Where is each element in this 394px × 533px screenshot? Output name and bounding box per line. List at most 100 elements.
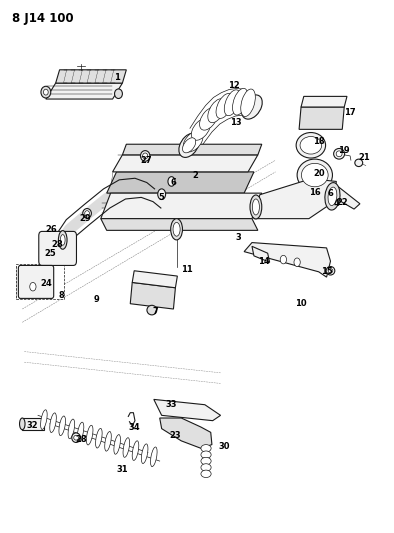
- Ellipse shape: [336, 151, 342, 157]
- Text: 28: 28: [75, 435, 87, 444]
- Text: 14: 14: [258, 257, 269, 265]
- Ellipse shape: [60, 235, 65, 245]
- Text: 6: 6: [327, 189, 333, 198]
- Text: 10: 10: [295, 299, 307, 308]
- Ellipse shape: [41, 410, 47, 430]
- Polygon shape: [123, 144, 262, 155]
- Text: 31: 31: [117, 465, 128, 474]
- Ellipse shape: [58, 231, 67, 249]
- Ellipse shape: [300, 136, 322, 154]
- Ellipse shape: [191, 118, 210, 140]
- Ellipse shape: [123, 438, 130, 457]
- Ellipse shape: [296, 133, 325, 158]
- Text: 2: 2: [192, 171, 198, 180]
- Ellipse shape: [334, 149, 345, 159]
- Ellipse shape: [179, 133, 199, 157]
- Ellipse shape: [250, 195, 262, 219]
- Text: 9: 9: [94, 295, 100, 304]
- Polygon shape: [244, 243, 331, 277]
- Circle shape: [280, 255, 286, 264]
- Ellipse shape: [201, 451, 211, 458]
- Ellipse shape: [114, 434, 121, 454]
- Ellipse shape: [132, 441, 139, 461]
- Ellipse shape: [59, 416, 65, 435]
- Circle shape: [294, 258, 300, 266]
- Ellipse shape: [20, 418, 25, 430]
- Text: W: W: [315, 116, 322, 122]
- Ellipse shape: [85, 211, 89, 216]
- Ellipse shape: [201, 445, 211, 452]
- Text: 1: 1: [113, 73, 119, 82]
- Text: 4: 4: [333, 199, 339, 208]
- Text: 17: 17: [344, 108, 356, 117]
- Ellipse shape: [241, 89, 255, 117]
- Text: 26: 26: [46, 225, 58, 234]
- Text: 13: 13: [230, 118, 242, 127]
- Ellipse shape: [83, 208, 91, 218]
- Text: 3: 3: [235, 233, 241, 242]
- Ellipse shape: [173, 222, 180, 236]
- Ellipse shape: [326, 266, 335, 275]
- Ellipse shape: [77, 422, 84, 442]
- Text: 22: 22: [336, 198, 348, 207]
- Text: 8 J14 100: 8 J14 100: [13, 12, 74, 26]
- Text: 27: 27: [140, 156, 152, 165]
- Polygon shape: [299, 107, 344, 130]
- Text: 18: 18: [313, 137, 325, 146]
- Ellipse shape: [147, 305, 157, 315]
- FancyBboxPatch shape: [39, 231, 76, 265]
- Polygon shape: [254, 179, 336, 219]
- Polygon shape: [101, 219, 258, 230]
- Circle shape: [168, 176, 175, 186]
- Ellipse shape: [297, 159, 333, 191]
- Text: 33: 33: [166, 400, 177, 409]
- Text: 34: 34: [128, 423, 140, 432]
- Text: 24: 24: [40, 279, 52, 288]
- Text: 28: 28: [52, 240, 63, 249]
- Ellipse shape: [216, 93, 233, 118]
- Polygon shape: [252, 246, 269, 262]
- Text: 16: 16: [309, 188, 321, 197]
- Ellipse shape: [41, 86, 51, 98]
- Polygon shape: [22, 418, 44, 430]
- Text: 15: 15: [321, 268, 333, 276]
- Ellipse shape: [50, 413, 56, 432]
- Text: 32: 32: [26, 422, 38, 431]
- Circle shape: [158, 189, 165, 199]
- FancyBboxPatch shape: [16, 264, 64, 300]
- Ellipse shape: [43, 89, 48, 95]
- Ellipse shape: [200, 107, 218, 130]
- Text: 21: 21: [358, 153, 370, 162]
- Polygon shape: [327, 187, 360, 209]
- Ellipse shape: [74, 435, 78, 440]
- Polygon shape: [107, 172, 254, 193]
- FancyBboxPatch shape: [19, 265, 54, 298]
- Polygon shape: [46, 83, 123, 99]
- Ellipse shape: [355, 159, 363, 166]
- Ellipse shape: [141, 444, 148, 464]
- Polygon shape: [132, 271, 177, 288]
- Ellipse shape: [301, 164, 328, 187]
- Text: 19: 19: [338, 146, 350, 155]
- Polygon shape: [160, 418, 212, 448]
- Ellipse shape: [96, 429, 102, 448]
- Ellipse shape: [328, 269, 333, 273]
- Ellipse shape: [86, 425, 93, 445]
- Ellipse shape: [242, 95, 262, 119]
- Ellipse shape: [115, 89, 123, 99]
- Ellipse shape: [328, 187, 337, 206]
- Text: 25: 25: [44, 249, 56, 258]
- Text: 30: 30: [219, 442, 230, 451]
- Text: 29: 29: [79, 214, 91, 223]
- Ellipse shape: [72, 433, 80, 442]
- Text: 20: 20: [313, 169, 325, 178]
- Text: 5: 5: [159, 193, 165, 202]
- Ellipse shape: [151, 447, 157, 466]
- Polygon shape: [56, 70, 126, 83]
- Polygon shape: [301, 96, 347, 107]
- Polygon shape: [113, 155, 258, 172]
- Ellipse shape: [201, 464, 211, 471]
- Polygon shape: [101, 193, 262, 219]
- Ellipse shape: [143, 153, 148, 159]
- Ellipse shape: [325, 183, 340, 210]
